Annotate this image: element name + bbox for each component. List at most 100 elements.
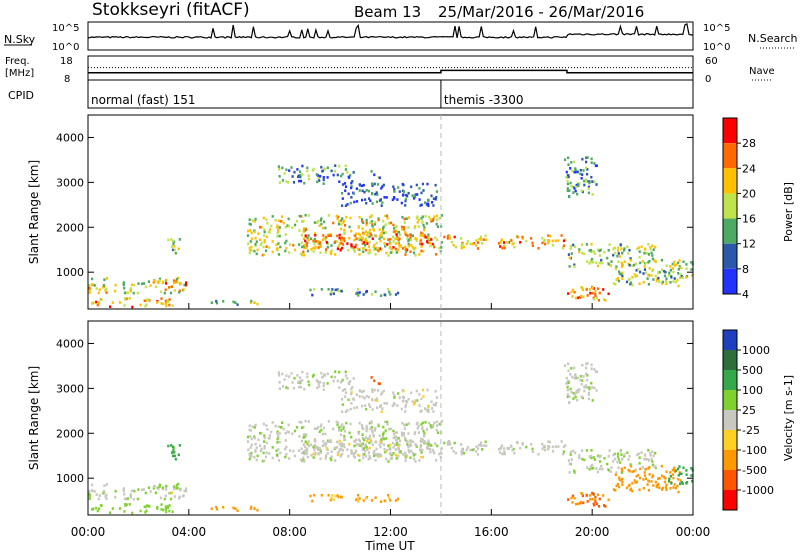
power-cell bbox=[576, 296, 579, 300]
velocity-cell bbox=[346, 448, 349, 451]
power-cell bbox=[586, 156, 589, 159]
velocity-cell bbox=[279, 426, 283, 429]
power-cell bbox=[512, 241, 515, 245]
power-cell bbox=[403, 217, 406, 221]
power-cell bbox=[369, 221, 372, 224]
power-cell bbox=[644, 271, 648, 274]
power-cell bbox=[575, 185, 578, 189]
y-tick-label: 1000 bbox=[56, 266, 84, 279]
velocity-cell bbox=[362, 456, 365, 460]
velocity-cell bbox=[421, 438, 424, 442]
velocity-cell bbox=[379, 404, 382, 407]
power-cell bbox=[363, 239, 366, 242]
velocity-cell bbox=[292, 387, 296, 390]
velocity-cell bbox=[591, 386, 594, 389]
velocity-cell bbox=[676, 484, 679, 488]
power-cell bbox=[407, 191, 410, 195]
power-cell bbox=[375, 241, 378, 245]
velocity-cell bbox=[299, 385, 303, 389]
power-cell bbox=[651, 268, 655, 271]
power-cell bbox=[146, 298, 149, 301]
velocity-cell bbox=[331, 494, 334, 497]
velocity-cell bbox=[358, 459, 361, 462]
power-cell bbox=[276, 226, 279, 229]
velocity-cell bbox=[178, 495, 181, 499]
velocity-cell bbox=[355, 443, 358, 447]
velocity-cell bbox=[145, 509, 148, 513]
power-cell bbox=[376, 247, 379, 250]
velocity-cell bbox=[319, 451, 322, 454]
velocity-cell bbox=[378, 443, 381, 446]
power-cell bbox=[415, 183, 418, 187]
cpid-modes: normal (fast) 151 themis -3300 bbox=[91, 80, 524, 108]
power-cell bbox=[88, 286, 91, 290]
power-cell bbox=[131, 305, 134, 309]
velocity-cell bbox=[332, 498, 335, 501]
velocity-cell bbox=[668, 477, 671, 481]
power-cell bbox=[393, 188, 396, 191]
velocity-cell bbox=[341, 389, 345, 392]
velocity-cell bbox=[357, 432, 360, 435]
velocity-cell bbox=[413, 457, 416, 461]
velocity-cell bbox=[566, 388, 569, 392]
velocity-cell bbox=[313, 448, 316, 452]
power-cell bbox=[215, 301, 219, 305]
power-cell bbox=[578, 182, 581, 185]
velocity-cell bbox=[366, 440, 369, 443]
power-cell bbox=[342, 237, 345, 240]
power-cell bbox=[415, 239, 418, 242]
velocity-cell bbox=[122, 489, 125, 493]
velocity-cell bbox=[612, 453, 615, 457]
power-cell bbox=[357, 232, 360, 236]
power-cell bbox=[406, 234, 409, 237]
velocity-cell bbox=[428, 447, 431, 451]
power-cell bbox=[364, 230, 368, 233]
velocity-cell bbox=[165, 510, 168, 514]
power-cell bbox=[397, 230, 400, 234]
velocity-cell bbox=[165, 484, 168, 488]
x-tick-label: 00:00 bbox=[676, 525, 711, 539]
velocity-cell bbox=[103, 484, 106, 487]
velocity-cell bbox=[395, 457, 398, 460]
power-cell bbox=[268, 246, 271, 249]
colorbar-frame bbox=[722, 329, 738, 511]
velocity-cell bbox=[584, 372, 588, 376]
velocity-cell bbox=[588, 386, 591, 389]
power-cell bbox=[298, 229, 301, 232]
velocity-cell bbox=[144, 511, 147, 514]
velocity-cell bbox=[471, 448, 474, 452]
velocity-cell bbox=[383, 402, 386, 405]
power-cell bbox=[413, 251, 416, 255]
velocity-cell bbox=[426, 388, 429, 392]
power-cell bbox=[302, 227, 306, 230]
velocity-cell bbox=[435, 402, 438, 405]
power-cell bbox=[623, 247, 626, 250]
power-cell bbox=[402, 190, 406, 193]
power-cell bbox=[608, 243, 611, 246]
velocity-cell bbox=[357, 500, 360, 503]
power-cell bbox=[340, 227, 343, 231]
velocity-cell bbox=[564, 444, 567, 447]
velocity-cell bbox=[314, 453, 317, 456]
power-cell bbox=[569, 244, 572, 248]
velocity-cell bbox=[573, 471, 576, 474]
power-cell bbox=[351, 180, 354, 183]
velocity-cell bbox=[393, 443, 397, 446]
power-cell bbox=[404, 197, 408, 201]
power-cell bbox=[249, 240, 252, 243]
velocity-cell bbox=[608, 449, 611, 452]
velocity-cell bbox=[574, 395, 577, 399]
velocity-cell bbox=[309, 443, 313, 446]
velocity-cell bbox=[548, 440, 551, 444]
power-cell bbox=[381, 227, 385, 230]
power-cell bbox=[88, 288, 91, 292]
velocity-cell bbox=[503, 451, 506, 454]
velocity-cell bbox=[634, 468, 637, 472]
velocity-cell bbox=[431, 448, 434, 452]
power-cell bbox=[330, 290, 333, 294]
velocity-cell bbox=[250, 443, 253, 447]
velocity-cell bbox=[677, 467, 680, 471]
velocity-cell bbox=[397, 436, 400, 440]
velocity-cell bbox=[568, 395, 571, 398]
power-cell bbox=[355, 292, 358, 296]
